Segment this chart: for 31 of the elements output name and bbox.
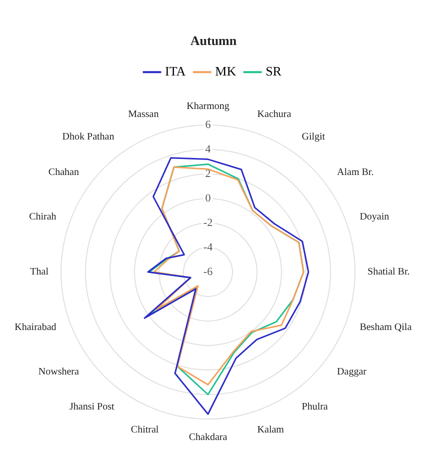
legend-label: MK <box>215 64 237 79</box>
spoke-label: Chakdara <box>188 432 228 444</box>
spoke-label: Daggar <box>337 366 368 378</box>
spoke-label: Doyain <box>360 211 390 222</box>
legend-label: SR <box>266 64 282 79</box>
spoke-label: Shatial Br. <box>368 266 410 278</box>
spoke-label: Chahan <box>48 166 79 178</box>
spoke-label: Nowshera <box>38 366 80 378</box>
y-tick-label: 6 <box>205 118 212 131</box>
spoke-label: Gilgit <box>302 132 326 143</box>
legend-label: ITA <box>165 64 186 79</box>
spoke-label: Massan <box>128 108 159 120</box>
y-tick-label: 4 <box>205 143 212 156</box>
spoke-label: Chitral <box>130 424 159 436</box>
spoke-label: Dhok Pathan <box>62 132 114 143</box>
spoke-label: Besham Qila <box>360 322 412 333</box>
y-tick-label: -6 <box>203 266 214 278</box>
spoke-label: Khairabad <box>14 322 56 333</box>
y-tick-label: 2 <box>205 168 211 180</box>
spoke-label: Chirah <box>29 211 56 222</box>
spoke-label: Kachura <box>257 108 292 120</box>
y-tick-label: -4 <box>203 241 214 254</box>
y-tick-label: -2 <box>203 216 213 229</box>
spoke-label: Phulra <box>302 402 328 413</box>
spoke-label: Jhansi Post <box>70 402 114 413</box>
chart-title: Autumn <box>190 33 238 48</box>
spoke-label: Kalam <box>257 424 284 436</box>
spoke-label: Alam Br. <box>337 166 374 178</box>
spoke-label: Kharmong <box>186 101 230 112</box>
y-tick-label: 0 <box>205 192 212 204</box>
spoke-label: Thal <box>30 266 49 278</box>
